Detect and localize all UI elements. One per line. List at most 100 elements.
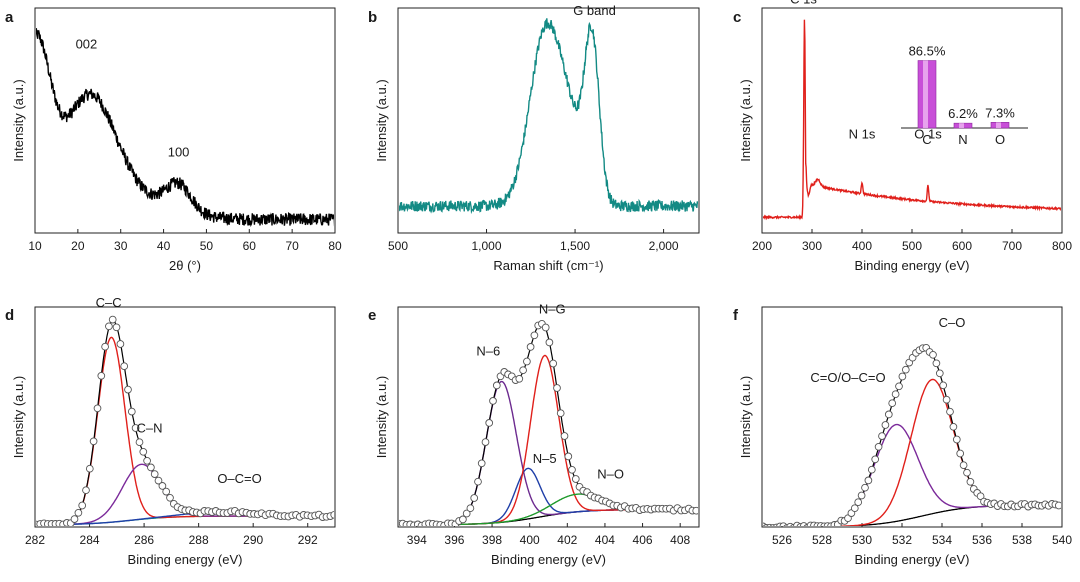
annotation-c-2: O 1s <box>914 127 942 142</box>
data-point-d <box>97 371 106 380</box>
x-axis-label-c: Binding energy (eV) <box>855 258 970 273</box>
x-tick-label-f: 534 <box>932 533 952 547</box>
data-point-d <box>120 362 129 371</box>
annotation-c-1: N 1s <box>849 127 876 142</box>
data-point-f <box>878 432 886 440</box>
x-tick-label-a: 10 <box>28 239 42 253</box>
data-point-d <box>150 470 159 478</box>
y-axis-label-f: Intensity (a.u.) <box>738 376 753 458</box>
y-axis-label-a: Intensity (a.u.) <box>11 79 26 161</box>
x-tick-label-c: 300 <box>802 239 822 253</box>
y-axis-label-b: Intensity (a.u.) <box>374 79 389 161</box>
x-tick-label-a: 80 <box>328 239 342 253</box>
data-point-e <box>523 357 531 366</box>
data-point-e <box>466 504 475 513</box>
x-tick-label-f: 528 <box>812 533 832 547</box>
inset-value-label-N: 6.2% <box>948 106 978 121</box>
x-tick-label-f: 536 <box>972 533 992 547</box>
data-point-d <box>162 487 171 496</box>
annotation-a-1: 100 <box>168 145 190 160</box>
data-point-d <box>147 463 155 472</box>
data-point-d <box>131 424 140 432</box>
plot-area-f <box>763 343 1061 526</box>
y-axis-label-d: Intensity (a.u.) <box>11 376 26 458</box>
inset-bar-chart: 86.5% C 6.2% N 7.3% O <box>901 44 1028 147</box>
x-tick-label-d: 284 <box>80 533 100 547</box>
data-point-f <box>881 421 890 429</box>
annotation-e-3: N–O <box>597 467 624 482</box>
data-point-d <box>78 501 87 510</box>
panel-f: f 526 528 530 532 534 536 538 540 Binding energy … <box>733 306 1072 567</box>
plot-frame-a <box>34 7 336 234</box>
x-tick-label-f: 532 <box>892 533 912 547</box>
y-axis-label-c: Intensity (a.u.) <box>738 79 753 161</box>
data-point-f <box>898 372 907 381</box>
data-point-e <box>519 366 527 375</box>
data-point-e <box>462 509 471 518</box>
data-point-d <box>89 437 98 446</box>
data-point-f <box>884 410 893 419</box>
x-tick-label-f: 538 <box>1012 533 1032 547</box>
component-curve-e-1 <box>399 467 698 526</box>
data-point-f <box>874 442 883 451</box>
annotation-d-1: C–N <box>137 420 163 435</box>
x-tick-label-a: 70 <box>285 239 299 253</box>
data-point-d <box>101 342 109 351</box>
data-point-d <box>108 315 117 324</box>
x-tick-label-b: 1,500 <box>560 239 590 253</box>
data-point-f <box>867 465 876 474</box>
data-point-d <box>124 385 132 394</box>
plot-frame-b <box>397 7 700 234</box>
annotation-d-2: O–C=O <box>217 471 261 486</box>
data-point-e <box>564 452 573 461</box>
x-tick-label-a: 40 <box>157 239 171 253</box>
envelope-fit-d <box>36 319 334 526</box>
plot-area-a <box>36 28 334 228</box>
x-tick-label-a: 30 <box>114 239 128 253</box>
data-point-e <box>549 359 558 368</box>
x-axis-label-e: Binding energy (eV) <box>491 552 606 567</box>
data-point-e <box>515 374 524 383</box>
data-point-d <box>116 340 125 348</box>
data-point-d <box>143 456 151 465</box>
x-tick-label-c: 800 <box>1052 239 1072 253</box>
data-point-d <box>74 508 83 517</box>
data-point-f <box>854 498 863 507</box>
data-point-f <box>935 369 944 378</box>
inset-category-label-C: C <box>922 132 931 147</box>
data-point-f <box>888 399 897 408</box>
plot-frame-f <box>761 306 1063 528</box>
annotation-e-2: N–5 <box>533 451 557 466</box>
panel-label-a: a <box>5 9 14 26</box>
x-tick-label-e: 396 <box>444 533 464 547</box>
panel-c: c 200 300 400 500 600 700 800 Binding energy (eV… <box>733 0 1072 273</box>
data-point-f <box>946 407 954 416</box>
x-tick-label-e: 398 <box>482 533 502 547</box>
data-point-e <box>553 384 561 392</box>
data-point-f <box>850 504 859 513</box>
x-tick-label-f: 530 <box>852 533 872 547</box>
data-point-e <box>492 381 501 390</box>
data-point-f <box>952 435 961 444</box>
data-point-d <box>139 447 148 456</box>
data-point-f <box>949 422 958 431</box>
data-point-f <box>857 491 866 500</box>
x-tick-label-c: 500 <box>902 239 922 253</box>
annotation-a-0: 002 <box>76 37 98 52</box>
data-point-d <box>135 438 144 447</box>
data-point-d <box>330 510 334 519</box>
annotation-b-1: G band <box>573 3 616 18</box>
data-point-f <box>932 359 941 368</box>
data-point-f <box>942 395 951 404</box>
data-point-e <box>556 409 565 418</box>
x-tick-label-e: 408 <box>670 533 690 547</box>
plot-frame-e <box>397 306 700 528</box>
data-point-f <box>895 382 903 391</box>
data-point-d <box>93 404 102 413</box>
plot-area-b <box>399 18 698 215</box>
panel-label-d: d <box>5 307 14 324</box>
data-point-d <box>158 482 167 490</box>
plot-area-d <box>36 315 334 526</box>
plot-area-e <box>399 319 698 526</box>
